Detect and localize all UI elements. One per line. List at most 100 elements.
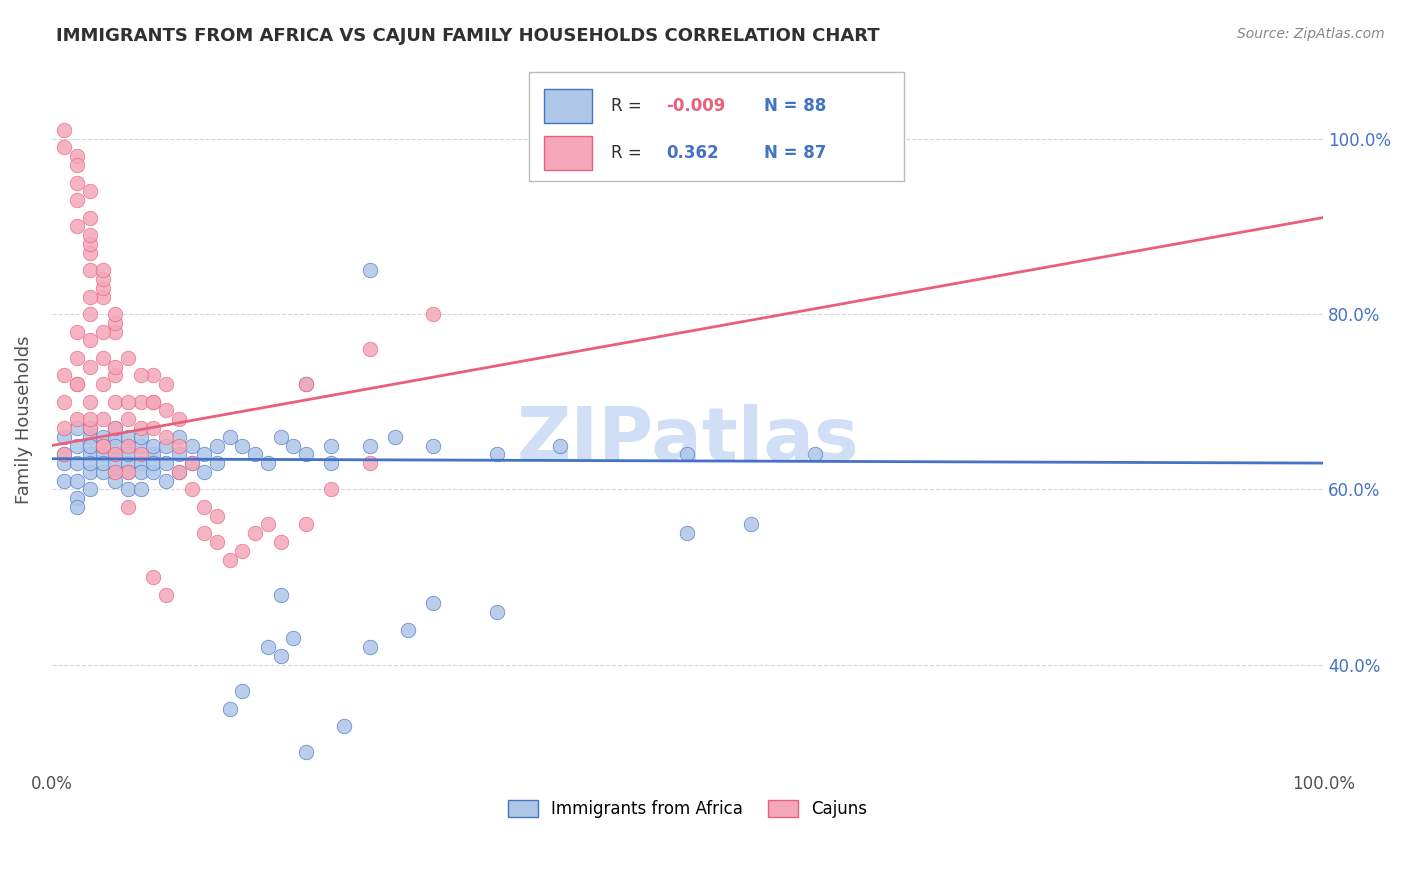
Legend: Immigrants from Africa, Cajuns: Immigrants from Africa, Cajuns	[501, 793, 875, 825]
Text: N = 88: N = 88	[763, 96, 825, 115]
Point	[129, 368, 152, 383]
Point	[155, 439, 177, 453]
Point	[295, 447, 318, 461]
Point	[117, 465, 139, 479]
Point	[79, 334, 101, 348]
Point	[104, 421, 127, 435]
Point	[91, 439, 114, 453]
Point	[205, 508, 228, 523]
Point	[231, 439, 253, 453]
Point	[104, 465, 127, 479]
Point	[117, 412, 139, 426]
Point	[321, 439, 343, 453]
Point	[66, 193, 89, 207]
Point	[359, 456, 381, 470]
Point	[485, 447, 508, 461]
Point	[117, 394, 139, 409]
Point	[117, 500, 139, 514]
Point	[104, 465, 127, 479]
Point	[129, 430, 152, 444]
Point	[180, 456, 202, 470]
Point	[295, 377, 318, 392]
Point	[676, 447, 699, 461]
Point	[155, 474, 177, 488]
Point	[53, 430, 76, 444]
Point	[79, 359, 101, 374]
Point	[129, 439, 152, 453]
Point	[142, 465, 165, 479]
Text: ZIPatlas: ZIPatlas	[516, 404, 859, 477]
Point	[270, 588, 292, 602]
Point	[283, 439, 305, 453]
Point	[167, 465, 190, 479]
Text: IMMIGRANTS FROM AFRICA VS CAJUN FAMILY HOUSEHOLDS CORRELATION CHART: IMMIGRANTS FROM AFRICA VS CAJUN FAMILY H…	[56, 27, 880, 45]
Point	[53, 447, 76, 461]
Point	[270, 430, 292, 444]
Point	[91, 289, 114, 303]
Point	[79, 184, 101, 198]
Point	[142, 570, 165, 584]
Point	[91, 439, 114, 453]
Point	[66, 351, 89, 365]
Point	[295, 377, 318, 392]
Point	[359, 439, 381, 453]
Point	[91, 325, 114, 339]
Point	[803, 447, 825, 461]
Point	[53, 456, 76, 470]
Point	[91, 412, 114, 426]
Point	[142, 394, 165, 409]
Point	[117, 351, 139, 365]
Point	[257, 517, 280, 532]
Point	[104, 456, 127, 470]
Point	[295, 746, 318, 760]
Point	[384, 430, 406, 444]
Point	[79, 483, 101, 497]
Point	[117, 447, 139, 461]
Point	[243, 526, 266, 541]
Point	[167, 412, 190, 426]
Point	[231, 543, 253, 558]
Point	[359, 263, 381, 277]
Text: R =: R =	[612, 96, 647, 115]
Point	[321, 483, 343, 497]
Point	[193, 465, 215, 479]
Point	[117, 439, 139, 453]
Point	[117, 430, 139, 444]
Point	[79, 465, 101, 479]
FancyBboxPatch shape	[544, 89, 592, 122]
Point	[53, 123, 76, 137]
Point	[79, 228, 101, 243]
Point	[53, 474, 76, 488]
Point	[142, 447, 165, 461]
Point	[129, 447, 152, 461]
Point	[104, 430, 127, 444]
Point	[218, 430, 240, 444]
Point	[129, 421, 152, 435]
Point	[91, 263, 114, 277]
Point	[104, 316, 127, 330]
Point	[218, 552, 240, 566]
Point	[270, 535, 292, 549]
Point	[66, 491, 89, 505]
Point	[205, 535, 228, 549]
Point	[180, 456, 202, 470]
Point	[129, 456, 152, 470]
Point	[79, 236, 101, 251]
Point	[66, 439, 89, 453]
Point	[550, 439, 572, 453]
Point	[333, 719, 356, 733]
FancyBboxPatch shape	[544, 136, 592, 169]
Point	[79, 430, 101, 444]
Text: R =: R =	[612, 144, 652, 161]
Text: Source: ZipAtlas.com: Source: ZipAtlas.com	[1237, 27, 1385, 41]
Point	[129, 483, 152, 497]
Point	[167, 447, 190, 461]
Point	[142, 456, 165, 470]
Point	[91, 281, 114, 295]
Point	[79, 421, 101, 435]
Point	[129, 465, 152, 479]
Point	[321, 456, 343, 470]
Point	[53, 140, 76, 154]
Text: -0.009: -0.009	[666, 96, 725, 115]
Point	[218, 701, 240, 715]
